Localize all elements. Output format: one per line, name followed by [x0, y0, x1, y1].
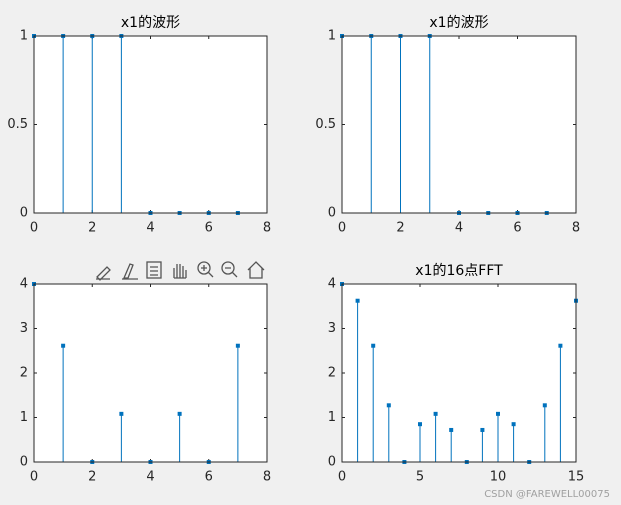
axes-box	[341, 283, 577, 463]
x-tick-label: 6	[205, 221, 213, 236]
x-tick-label: 4	[146, 470, 154, 485]
y-tick-label: 0	[328, 455, 336, 470]
x-tick-label: 0	[338, 221, 346, 236]
toolbar-legend[interactable]	[146, 261, 162, 279]
stem-marker	[433, 411, 438, 416]
stem-marker	[235, 343, 240, 348]
axes-box	[341, 35, 577, 214]
stem-marker	[418, 422, 422, 427]
toolbar-brush-data[interactable]	[122, 263, 138, 280]
x-tick-label: 2	[88, 470, 96, 485]
x-tick-label: 8	[263, 221, 271, 236]
toolbar-brush[interactable]	[96, 266, 111, 281]
y-tick-label: 2	[328, 366, 336, 381]
x-tick-label: 6	[513, 221, 521, 236]
x-tick-label: 2	[88, 221, 96, 236]
y-tick-label: 4	[328, 277, 336, 292]
stem-marker	[496, 411, 500, 416]
stem-marker	[480, 427, 485, 432]
x-tick-label: 2	[396, 221, 404, 236]
y-tick-label: 0.5	[7, 117, 28, 132]
axes-background	[342, 36, 576, 213]
stem-marker	[177, 411, 182, 416]
y-tick-label: 0.5	[315, 117, 336, 132]
axes-background	[342, 284, 576, 462]
stem-marker	[511, 422, 516, 427]
subplot: x1的波形 0 2 4 6 8 0 0.5 1	[7, 15, 271, 236]
toolbar-zoom-in[interactable]	[197, 261, 214, 278]
stem-marker	[119, 411, 124, 416]
y-tick-label: 3	[20, 321, 28, 336]
x-tick-label: 6	[205, 470, 213, 485]
stem-marker	[449, 427, 454, 432]
stem-marker	[371, 343, 376, 348]
y-tick-label: 4	[20, 277, 28, 292]
x-tick-label: 0	[338, 470, 346, 485]
y-tick-label: 3	[328, 321, 336, 336]
x-tick-label: 4	[455, 221, 463, 236]
axes-box	[33, 35, 268, 214]
x-tick-label: 15	[568, 470, 585, 485]
axes-background	[34, 284, 267, 462]
stem-marker	[542, 403, 547, 408]
stem-marker	[558, 343, 563, 348]
subplot-title: x1的波形	[429, 15, 488, 31]
subplot-title: x1的16点FFT	[415, 263, 503, 279]
x-tick-label: 0	[30, 221, 38, 236]
axes-background	[34, 36, 267, 213]
toolbar-home[interactable]	[247, 261, 265, 279]
x-tick-label: 10	[490, 470, 507, 485]
stem-marker	[386, 403, 391, 408]
y-tick-label: 2	[20, 366, 28, 381]
stem-marker	[355, 298, 360, 303]
watermark: CSDN @FAREWELL00075	[484, 489, 610, 500]
subplot: 0 2 4 6 8 0 1 2 3 4	[20, 277, 271, 485]
y-tick-label: 1	[20, 410, 28, 425]
axes-box	[33, 283, 268, 463]
x-tick-label: 8	[263, 470, 271, 485]
y-tick-label: 0	[20, 206, 28, 221]
subplot-title: x1的波形	[121, 15, 180, 31]
toolbar-pan[interactable]	[173, 264, 187, 279]
subplot: x1的波形 0 2 4 6 8 0 0.5 1	[315, 15, 580, 236]
stem-marker	[61, 343, 66, 348]
toolbar-zoom-out[interactable]	[221, 261, 238, 278]
y-tick-label: 0	[328, 206, 336, 221]
y-tick-label: 0	[20, 455, 28, 470]
x-tick-label: 5	[416, 470, 424, 485]
subplot: x1的16点FFT 0 5 10 15 0 1 2 3 4	[328, 263, 585, 485]
x-tick-label: 4	[146, 221, 154, 236]
axes-toolbar	[96, 261, 265, 281]
y-tick-label: 1	[328, 29, 336, 44]
x-tick-label: 8	[572, 221, 580, 236]
y-tick-label: 1	[328, 410, 336, 425]
y-tick-label: 1	[20, 29, 28, 44]
x-tick-label: 0	[30, 470, 38, 485]
